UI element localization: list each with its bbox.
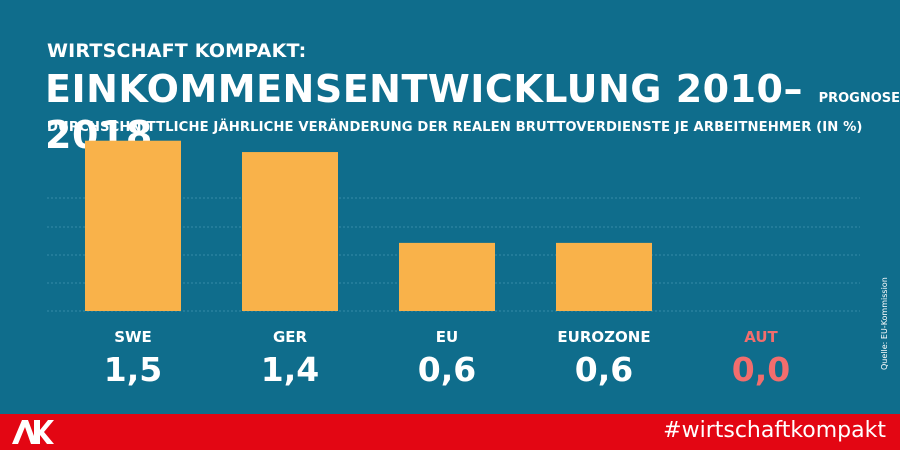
title-row: EINKOMMENSENTWICKLUNG 2010–2018 PROGNOSE bbox=[45, 66, 900, 158]
bar-chart: SWE 1,5 GER 1,4 EU 0,6 EUROZONE 0,6 AUT 0,0 bbox=[47, 140, 860, 389]
bar-eu bbox=[399, 242, 495, 311]
category-label: EUROZONE bbox=[557, 328, 650, 346]
category-label: AUT bbox=[744, 328, 778, 346]
bar-ger bbox=[242, 152, 338, 311]
hashtag: #wirtschaftkompakt bbox=[663, 418, 886, 443]
bar-swe bbox=[85, 140, 181, 311]
kicker: WIRTSCHAFT KOMPAKT: bbox=[47, 40, 307, 62]
source-note: Quelle: EU-Kommission bbox=[880, 277, 889, 370]
value-label: 1,5 bbox=[104, 350, 162, 389]
value-label: 0,6 bbox=[575, 350, 633, 389]
category-label: EU bbox=[436, 328, 458, 346]
chart-subtitle: DURCHSCHNITTLICHE JÄHRLICHE VERÄNDERUNG … bbox=[47, 120, 863, 135]
footer-bar: #wirtschaftkompakt bbox=[0, 414, 900, 450]
chart-title: EINKOMMENSENTWICKLUNG 2010–2018 bbox=[45, 67, 803, 157]
category-label: GER bbox=[273, 328, 308, 346]
bar-eurozone bbox=[556, 242, 652, 311]
title-suffix: PROGNOSE bbox=[818, 91, 900, 106]
value-label: 0,6 bbox=[418, 350, 476, 389]
value-label: 1,4 bbox=[261, 350, 319, 389]
ak-logo-icon bbox=[12, 420, 54, 444]
value-label: 0,0 bbox=[732, 350, 790, 389]
category-label: SWE bbox=[114, 328, 152, 346]
